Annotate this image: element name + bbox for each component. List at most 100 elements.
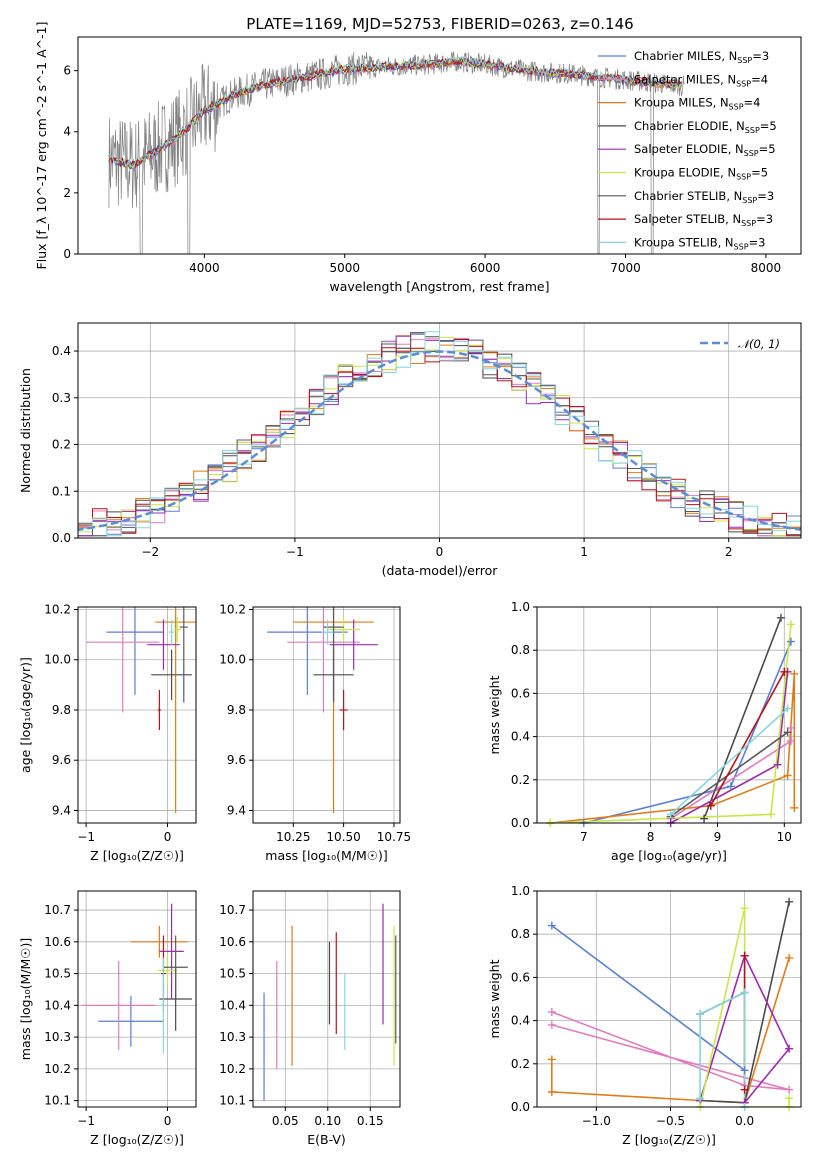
y-tick-label: 9.6 bbox=[227, 753, 246, 767]
weight-marker bbox=[700, 814, 709, 823]
y-tick-label: 9.8 bbox=[52, 703, 71, 717]
panel-age-vs-Z: −1 0 9.4 9.6 9.8 10.0 10.2 Z [log₁₀(Z/Z☉)] age [… bbox=[18, 603, 197, 863]
x-tick-label: 7000 bbox=[610, 261, 641, 275]
x-tick-label: 10 bbox=[777, 830, 792, 844]
weight-marker bbox=[740, 904, 749, 913]
weight-marker bbox=[696, 1094, 705, 1103]
weight-marker bbox=[786, 736, 795, 745]
weight-series-line bbox=[583, 641, 792, 823]
weight-series-line bbox=[699, 953, 791, 1104]
x-tick-label: 0 bbox=[164, 830, 172, 844]
y-tick-label: 10.3 bbox=[219, 1030, 246, 1044]
weight-marker bbox=[783, 704, 792, 713]
figure-title: PLATE=1169, MJD=52753, FIBERID=0263, z=0… bbox=[246, 15, 633, 33]
plot-area bbox=[263, 903, 397, 1101]
weight-marker bbox=[790, 669, 799, 678]
x-axis-label: E(B-V) bbox=[307, 1132, 346, 1147]
weight-series-line bbox=[703, 617, 782, 819]
panel-residuals: −2 −1 0 1 2 0.0 0.1 0.2 0.3 0.4 (data-model)/error… bbox=[18, 322, 802, 578]
weight-marker bbox=[786, 637, 795, 646]
x-tick-label: 5000 bbox=[329, 261, 360, 275]
legend: Chabrier MILES, NSSP=3 Salpeter MILES, NS… bbox=[598, 49, 777, 251]
x-axis-label: age [log₁₀(age/yr)] bbox=[611, 848, 727, 863]
y-tick-label: 10.7 bbox=[44, 903, 71, 917]
weight-marker bbox=[547, 921, 556, 930]
weight-series-line bbox=[670, 731, 789, 818]
y-tick-label: 10.1 bbox=[44, 1094, 71, 1108]
y-tick-label: 0.2 bbox=[511, 1057, 530, 1071]
y-tick-label: 0.3 bbox=[52, 391, 71, 405]
plot-area bbox=[86, 607, 196, 813]
y-tick-label: 6 bbox=[63, 64, 71, 78]
y-tick-label: 9.4 bbox=[227, 803, 246, 817]
legend-entry: Salpeter ELODIE, NSSP=5 bbox=[634, 142, 776, 158]
axes-frame bbox=[536, 606, 802, 824]
grid bbox=[537, 890, 801, 1108]
weight-series-line bbox=[550, 624, 792, 823]
x-tick-label: 1 bbox=[580, 545, 588, 559]
x-tick-label: −0.5 bbox=[656, 1114, 685, 1128]
plot-area bbox=[78, 331, 801, 537]
x-tick-label: −1.0 bbox=[582, 1114, 611, 1128]
x-tick-label: −2 bbox=[141, 545, 159, 559]
weight-marker bbox=[766, 810, 775, 819]
y-tick-label: 10.1 bbox=[219, 1094, 246, 1108]
x-axis-label: mass [log₁₀(M/M☉)] bbox=[265, 848, 387, 863]
y-tick-label: 9.8 bbox=[227, 703, 246, 717]
x-tick-label: 6000 bbox=[470, 261, 501, 275]
y-axis-label: Normed distribution bbox=[18, 368, 33, 493]
y-tick-label: 10.2 bbox=[44, 1062, 71, 1076]
y-tick-label: 10.0 bbox=[219, 653, 246, 667]
y-tick-label: 0.4 bbox=[511, 1014, 530, 1028]
y-tick-label: 1.0 bbox=[511, 600, 530, 614]
y-tick-label: 0.0 bbox=[511, 816, 530, 830]
weight-series-line bbox=[710, 671, 786, 807]
y-axis-label: Flux [f_λ 10^-17 erg cm^-2 s^-1 A^-1] bbox=[34, 22, 49, 270]
weight-marker bbox=[783, 728, 792, 737]
weight-marker bbox=[786, 620, 795, 629]
x-tick-label: 4000 bbox=[189, 261, 220, 275]
weight-marker bbox=[785, 897, 794, 906]
legend-entry: 𝒩(0, 1) bbox=[738, 337, 780, 351]
y-tick-label: 0.4 bbox=[511, 730, 530, 744]
axes-frame bbox=[252, 606, 401, 824]
x-tick-label: 7 bbox=[580, 830, 588, 844]
y-axis-label: mass [log₁₀(M/M☉)] bbox=[18, 938, 33, 1060]
weight-marker bbox=[740, 1085, 749, 1094]
weight-marker bbox=[706, 801, 715, 810]
grid bbox=[253, 891, 400, 1107]
panel-mass-vs-Z: −1 0 10.1 10.2 10.3 10.4 10.5 10.6 10.7 Z [log₁₀(… bbox=[18, 890, 197, 1147]
y-tick-label: 0.1 bbox=[52, 484, 71, 498]
panel-age-vs-mass: 10.25 10.50 10.75 9.4 9.6 9.8 10.0 10.2 mass [lo… bbox=[219, 603, 411, 863]
x-tick-label: 0.15 bbox=[357, 1114, 384, 1128]
y-tick-label: 0.0 bbox=[511, 1100, 530, 1114]
x-tick-label: 0.0 bbox=[735, 1114, 754, 1128]
weight-marker bbox=[785, 1085, 794, 1094]
x-tick-label: 9 bbox=[714, 830, 722, 844]
y-tick-label: 0.6 bbox=[511, 970, 530, 984]
x-axis-label: Z [log₁₀(Z/Z☉)] bbox=[90, 848, 184, 863]
y-tick-label: 10.2 bbox=[219, 603, 246, 617]
legend-entry: Kroupa STELIB, NSSP=3 bbox=[634, 235, 765, 251]
panel-weight-vs-Z: −1.0 −0.5 0.0 0.0 0.2 0.4 0.6 0.8 1.0 Z [log₁₀(Z/… bbox=[487, 884, 802, 1147]
y-tick-label: 10.6 bbox=[44, 935, 71, 949]
grid bbox=[253, 607, 400, 823]
weight-marker bbox=[666, 810, 675, 819]
y-tick-label: 0 bbox=[63, 247, 71, 261]
x-tick-label: 0 bbox=[164, 1114, 172, 1128]
panel-weight-vs-age: 7 8 9 10 0.0 0.2 0.4 0.6 0.8 1.0 age [log₁₀(age/yr… bbox=[487, 600, 802, 863]
y-tick-label: 10.4 bbox=[219, 998, 246, 1012]
weight-series-line bbox=[699, 991, 746, 1107]
legend-entry: Chabrier STELIB, NSSP=3 bbox=[634, 189, 774, 205]
weight-marker bbox=[790, 803, 799, 812]
histogram-series bbox=[78, 331, 801, 537]
x-tick-label: 0.05 bbox=[272, 1114, 299, 1128]
panel-mass-vs-ebv: 0.05 0.10 0.15 10.1 10.2 10.3 10.4 10.5 10.6 10.7… bbox=[219, 890, 401, 1147]
y-tick-label: 1.0 bbox=[511, 884, 530, 898]
x-axis-label: Z [log₁₀(Z/Z☉)] bbox=[90, 1132, 184, 1147]
x-tick-label: −1 bbox=[77, 1114, 95, 1128]
weight-marker bbox=[785, 1094, 794, 1103]
y-tick-label: 10.6 bbox=[219, 935, 246, 949]
weight-marker bbox=[740, 1066, 749, 1075]
x-tick-label: 8000 bbox=[751, 261, 782, 275]
